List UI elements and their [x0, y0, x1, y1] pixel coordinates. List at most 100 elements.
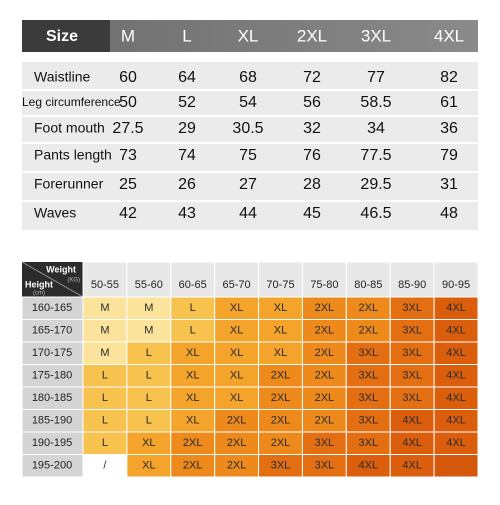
measure-value: 68 [239, 69, 257, 86]
size-value: 3XL [315, 437, 335, 449]
measure-value: 50 [119, 94, 137, 111]
size-value: 3XL [402, 325, 422, 337]
size-value: 2XL [358, 325, 378, 337]
measure-value: 36 [440, 120, 458, 137]
size-value: XL [274, 347, 287, 359]
size-value: 4XL [402, 437, 422, 449]
height-header: 170-175 [32, 347, 72, 359]
size-value: XL [230, 392, 243, 404]
height-header: 160-165 [32, 302, 72, 314]
size-header: M [121, 26, 135, 45]
measure-value: 32 [303, 120, 321, 137]
size-value: 2XL [315, 325, 335, 337]
size-value: M [100, 325, 109, 337]
measure-value: 58.5 [360, 94, 391, 111]
size-value: 4XL [358, 460, 378, 472]
measure-value: 60 [119, 69, 137, 86]
corner-height-unit: (cm) [33, 291, 45, 297]
size-value: XL [186, 415, 199, 427]
weight-header: 60-65 [179, 279, 207, 291]
weight-header: 85-90 [398, 279, 426, 291]
row-label: Waistline [34, 69, 90, 85]
size-value: 3XL [358, 437, 378, 449]
height-header: 180-185 [32, 392, 72, 404]
size-value: M [144, 325, 153, 337]
size-value: XL [186, 347, 199, 359]
measure-value: 45 [303, 205, 321, 222]
size-value: 3XL [402, 347, 422, 359]
size-value: 2XL [315, 392, 335, 404]
corner-weight-unit: (KG) [67, 278, 80, 284]
size-value: L [190, 325, 196, 337]
size-value: 2XL [358, 302, 378, 314]
measure-value: 82 [440, 69, 458, 86]
size-value: 2XL [183, 460, 203, 472]
measure-value: 28 [303, 176, 321, 193]
row-label: Foot mouth [34, 120, 105, 136]
weight-header: 70-75 [266, 279, 294, 291]
height-header: 190-195 [32, 437, 72, 449]
header-label-cell [22, 20, 110, 52]
measure-value: 74 [178, 147, 196, 164]
measure-value: 73 [119, 147, 137, 164]
size-value: 3XL [402, 302, 422, 314]
size-value: 4XL [446, 437, 466, 449]
size-value: XL [142, 437, 155, 449]
size-value: XL [230, 370, 243, 382]
size-value: 3XL [402, 370, 422, 382]
size-value: 2XL [271, 392, 291, 404]
measure-value: 44 [239, 205, 257, 222]
size-header: 3XL [361, 26, 391, 45]
size-header: XL [238, 26, 259, 45]
measure-value: 75 [239, 147, 257, 164]
size-value: M [100, 302, 109, 314]
size-header: L [182, 26, 191, 45]
row-label: Waves [34, 205, 76, 221]
size-value: L [102, 392, 108, 404]
size-value: 3XL [358, 415, 378, 427]
weight-header-cell [214, 261, 260, 298]
size-value: 2XL [315, 415, 335, 427]
header-label: Size [46, 28, 78, 45]
size-value: / [103, 460, 107, 472]
size-value: M [144, 302, 153, 314]
corner-height: Height [25, 279, 53, 289]
corner-weight: Weight [46, 264, 76, 274]
size-value: L [102, 415, 108, 427]
size-value: 4XL [402, 415, 422, 427]
measure-value: 48 [440, 205, 458, 222]
measure-value: 30.5 [232, 120, 263, 137]
size-header: 4XL [434, 26, 464, 45]
measure-value: 29 [178, 120, 196, 137]
measure-value: 26 [178, 176, 196, 193]
size-value: L [146, 347, 152, 359]
measure-value: 27 [239, 176, 257, 193]
measure-value: 79 [440, 147, 458, 164]
measure-value: 77.5 [360, 147, 391, 164]
weight-header: 90-95 [442, 279, 470, 291]
weight-header: 75-80 [310, 279, 338, 291]
weight-header: 55-60 [135, 279, 163, 291]
size-value: 2XL [315, 347, 335, 359]
measure-value: 52 [178, 94, 196, 111]
measure-value: 76 [303, 147, 321, 164]
weight-header: 80-85 [354, 279, 382, 291]
size-value: L [102, 437, 108, 449]
row-label: Pants length [34, 147, 112, 163]
size-value: 4XL [446, 325, 466, 337]
size-value: 4XL [402, 460, 422, 472]
measure-value: 61 [440, 94, 458, 111]
size-value: XL [274, 302, 287, 314]
measure-value: 42 [119, 205, 137, 222]
row-label: Forerunner [34, 176, 104, 192]
size-value: L [146, 370, 152, 382]
size-value: 2XL [183, 437, 203, 449]
height-header: 195-200 [32, 460, 72, 472]
size-value: 2XL [227, 437, 247, 449]
measure-value: 77 [367, 69, 385, 86]
size-value: 2XL [271, 370, 291, 382]
measure-value: 29.5 [360, 176, 391, 193]
size-value: M [100, 347, 109, 359]
size-value: XL [186, 392, 199, 404]
measure-value: 72 [303, 69, 321, 86]
